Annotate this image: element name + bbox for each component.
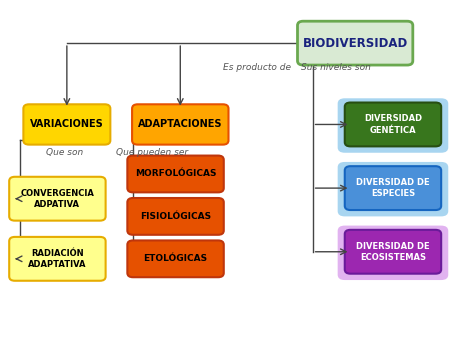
Text: RADIACIÓN
ADAPTATIVA: RADIACIÓN ADAPTATIVA bbox=[28, 249, 87, 269]
FancyBboxPatch shape bbox=[298, 21, 413, 65]
FancyBboxPatch shape bbox=[337, 225, 448, 280]
Text: Que pueden ser: Que pueden ser bbox=[117, 148, 189, 157]
Text: ADAPTACIONES: ADAPTACIONES bbox=[138, 120, 222, 130]
Text: Que son: Que son bbox=[46, 148, 83, 157]
FancyBboxPatch shape bbox=[23, 104, 110, 144]
FancyBboxPatch shape bbox=[132, 104, 228, 144]
Text: DIVERSIDAD DE
ESPECIES: DIVERSIDAD DE ESPECIES bbox=[356, 178, 430, 198]
FancyBboxPatch shape bbox=[9, 237, 106, 281]
Text: DIVERSIDAD DE
ECOSISTEMAS: DIVERSIDAD DE ECOSISTEMAS bbox=[356, 242, 430, 262]
FancyBboxPatch shape bbox=[345, 166, 441, 210]
Text: DIVERSIDAD
GENÉTICA: DIVERSIDAD GENÉTICA bbox=[364, 114, 422, 135]
Text: BIODIVERSIDAD: BIODIVERSIDAD bbox=[302, 37, 408, 50]
Text: MORFOLÓGICAS: MORFOLÓGICAS bbox=[135, 169, 216, 179]
FancyBboxPatch shape bbox=[345, 103, 441, 146]
Text: ETOLÓGICAS: ETOLÓGICAS bbox=[144, 254, 208, 263]
Text: Es producto de: Es producto de bbox=[223, 64, 291, 72]
Text: FISIOLÓGICAS: FISIOLÓGICAS bbox=[140, 212, 211, 221]
Text: Sus niveles son: Sus niveles son bbox=[301, 64, 371, 72]
Text: VARIACIONES: VARIACIONES bbox=[30, 120, 104, 130]
FancyBboxPatch shape bbox=[128, 240, 224, 277]
FancyBboxPatch shape bbox=[128, 155, 224, 192]
FancyBboxPatch shape bbox=[337, 98, 448, 153]
Text: CONVERGENCIA
ADPATIVA: CONVERGENCIA ADPATIVA bbox=[20, 189, 94, 209]
FancyBboxPatch shape bbox=[345, 230, 441, 274]
FancyBboxPatch shape bbox=[128, 198, 224, 235]
FancyBboxPatch shape bbox=[337, 162, 448, 217]
FancyBboxPatch shape bbox=[9, 177, 106, 221]
